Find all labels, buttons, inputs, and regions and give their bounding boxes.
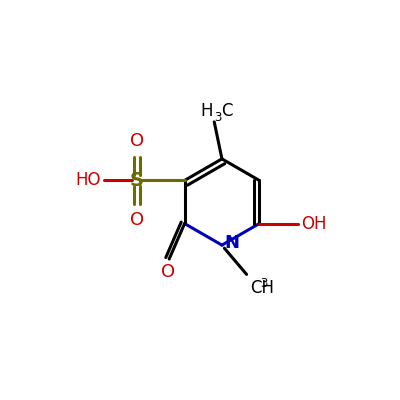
Text: S: S — [130, 171, 144, 190]
Text: CH: CH — [250, 279, 274, 297]
Text: O: O — [130, 132, 144, 150]
Text: 3: 3 — [214, 111, 222, 124]
Text: H: H — [200, 102, 213, 120]
Text: HO: HO — [75, 172, 101, 190]
Text: 3: 3 — [260, 277, 267, 290]
Text: C: C — [221, 102, 232, 120]
Text: O: O — [160, 263, 175, 281]
Text: OH: OH — [302, 214, 327, 232]
Text: N: N — [224, 234, 240, 252]
Text: O: O — [130, 211, 144, 229]
